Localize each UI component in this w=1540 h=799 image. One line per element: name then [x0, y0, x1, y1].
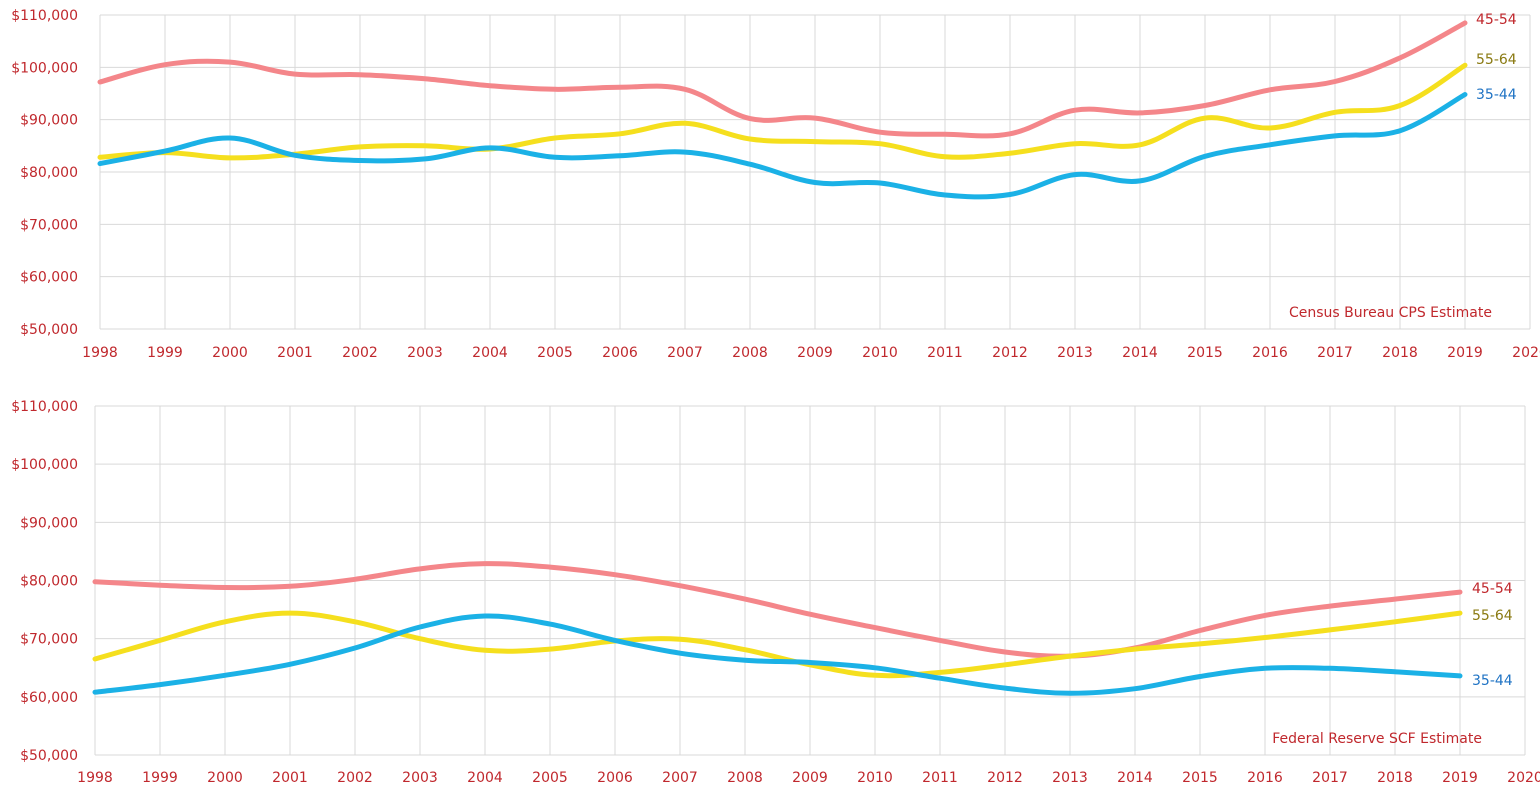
x-tick-label: 2020: [1512, 345, 1540, 361]
x-tick-label: 2001: [277, 345, 313, 361]
source-annotation: Census Bureau CPS Estimate: [1289, 305, 1492, 321]
x-tick-label: 2012: [987, 770, 1023, 786]
y-tick-label: $90,000: [20, 515, 78, 531]
y-tick-label: $70,000: [20, 217, 78, 233]
x-tick-label: 2001: [272, 770, 308, 786]
x-tick-label: 2019: [1442, 770, 1478, 786]
y-tick-label: $80,000: [20, 574, 78, 590]
x-tick-label: 2002: [337, 770, 373, 786]
x-tick-label: 2008: [732, 345, 768, 361]
x-tick-label: 2011: [922, 770, 958, 786]
series-line-35-44: [92, 613, 1463, 696]
y-tick-label: $100,000: [11, 60, 78, 76]
x-tick-label: 2016: [1252, 345, 1288, 361]
x-tick-label: 2006: [597, 770, 633, 786]
series-line-55-64: [97, 62, 1468, 161]
x-tick-label: 2017: [1317, 345, 1353, 361]
series-label-55-64: 55-64: [1472, 608, 1513, 624]
x-tick-label: 2019: [1447, 345, 1483, 361]
y-tick-label: $60,000: [20, 690, 78, 706]
series-line-55-64: [92, 610, 1463, 679]
x-tick-label: 2011: [927, 345, 963, 361]
series-label-45-54: 45-54: [1472, 581, 1513, 597]
x-tick-label: 2003: [407, 345, 443, 361]
series-line-45-54: [92, 561, 1463, 659]
y-tick-label: $80,000: [20, 165, 78, 181]
x-tick-label: 2007: [667, 345, 703, 361]
y-tick-label: $70,000: [20, 632, 78, 648]
x-tick-label: 1998: [82, 345, 118, 361]
y-tick-label: $100,000: [11, 457, 78, 473]
x-tick-label: 2016: [1247, 770, 1283, 786]
series-label-35-44: 35-44: [1476, 87, 1517, 103]
x-tick-label: 2014: [1117, 770, 1153, 786]
x-tick-label: 2005: [532, 770, 568, 786]
x-tick-label: 2012: [992, 345, 1028, 361]
x-tick-label: 1999: [142, 770, 178, 786]
y-tick-label: $90,000: [20, 113, 78, 129]
x-tick-label: 2013: [1052, 770, 1088, 786]
x-tick-label: 2000: [212, 345, 248, 361]
x-tick-label: 2020: [1507, 770, 1540, 786]
series-label-35-44: 35-44: [1472, 673, 1513, 689]
series-label-55-64: 55-64: [1476, 52, 1517, 68]
y-tick-label: $110,000: [11, 8, 78, 24]
x-tick-label: 1998: [77, 770, 113, 786]
x-tick-label: 2018: [1382, 345, 1418, 361]
x-tick-label: 2004: [472, 345, 508, 361]
x-tick-label: 2008: [727, 770, 763, 786]
series-line-45-54: [97, 20, 1468, 139]
x-tick-label: 2009: [792, 770, 828, 786]
x-tick-label: 2006: [602, 345, 638, 361]
x-tick-label: 2003: [402, 770, 438, 786]
x-tick-label: 2018: [1377, 770, 1413, 786]
x-tick-label: 2000: [207, 770, 243, 786]
x-tick-label: 2007: [662, 770, 698, 786]
y-tick-label: $60,000: [20, 270, 78, 286]
source-annotation: Federal Reserve SCF Estimate: [1272, 731, 1482, 747]
x-tick-label: 2017: [1312, 770, 1348, 786]
y-tick-label: $50,000: [20, 748, 78, 764]
series-line-35-44: [97, 92, 1468, 200]
y-tick-label: $110,000: [11, 399, 78, 415]
x-tick-label: 2009: [797, 345, 833, 361]
x-tick-label: 2013: [1057, 345, 1093, 361]
chart-panel-top: 1998 1999 2000 2001 2002 2003 2004 2005 2006 2007…: [11, 8, 1540, 361]
series-label-45-54: 45-54: [1476, 12, 1517, 28]
x-tick-label: 2015: [1182, 770, 1218, 786]
x-tick-label: 2010: [862, 345, 898, 361]
x-tick-label: 2015: [1187, 345, 1223, 361]
x-tick-label: 2004: [467, 770, 503, 786]
x-tick-label: 2005: [537, 345, 573, 361]
x-tick-label: 2002: [342, 345, 378, 361]
x-tick-label: 1999: [147, 345, 183, 361]
y-tick-label: $50,000: [20, 322, 78, 338]
x-tick-label: 2014: [1122, 345, 1158, 361]
chart-panel-bottom: 1998 1999 2000 2001 2002 2003 2004 2005 2006 2007…: [11, 399, 1540, 786]
x-tick-label: 2010: [857, 770, 893, 786]
